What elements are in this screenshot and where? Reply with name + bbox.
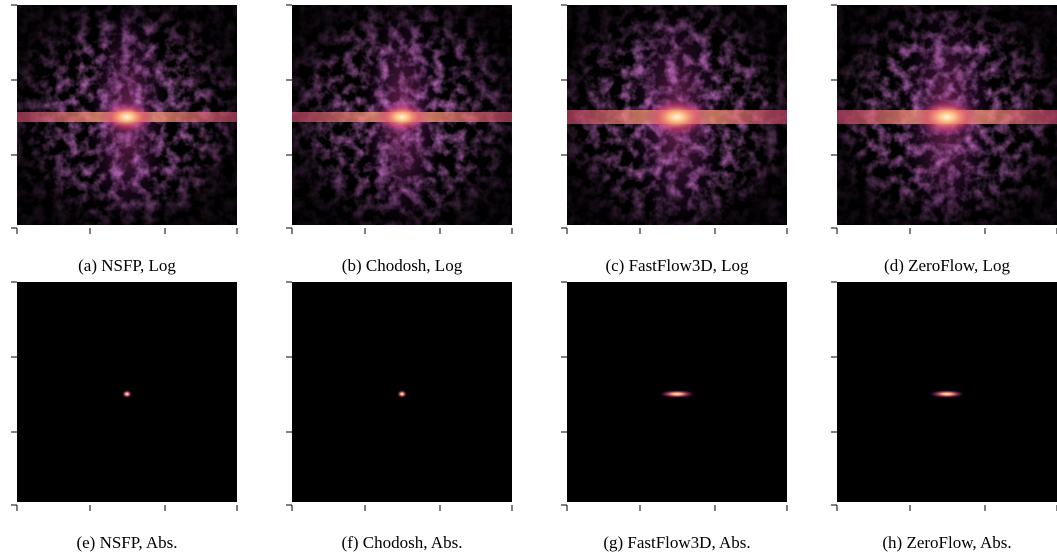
heatmap — [837, 282, 1057, 502]
core — [659, 390, 695, 398]
caption: (d) ZeroFlow, Log — [884, 256, 1010, 275]
panel: (a) NSFP, Log — [11, 4, 238, 275]
core — [374, 101, 430, 133]
panel: (d) ZeroFlow, Log — [831, 4, 1057, 275]
heatmap — [17, 282, 237, 502]
core — [397, 390, 407, 398]
caption: (e) NSFP, Abs. — [76, 533, 177, 552]
core — [913, 97, 981, 137]
panel: (b) Chodosh, Log — [286, 4, 513, 275]
panel: (g) FastFlow3D, Abs. — [561, 281, 788, 552]
core — [929, 390, 965, 398]
core — [122, 390, 132, 398]
caption: (c) FastFlow3D, Log — [605, 256, 749, 275]
caption: (g) FastFlow3D, Abs. — [603, 533, 750, 552]
panel: (f) Chodosh, Abs. — [286, 281, 513, 552]
caption: (f) Chodosh, Abs. — [342, 533, 463, 552]
heatmap — [292, 282, 512, 502]
heatmap — [837, 5, 1057, 227]
panel: (c) FastFlow3D, Log — [561, 4, 788, 275]
caption: (a) NSFP, Log — [78, 256, 176, 275]
panel: (e) NSFP, Abs. — [11, 281, 238, 552]
caption: (b) Chodosh, Log — [342, 256, 463, 275]
heatmap — [567, 282, 787, 502]
heatmap — [292, 5, 512, 227]
caption: (h) ZeroFlow, Abs. — [882, 533, 1011, 552]
panel: (h) ZeroFlow, Abs. — [831, 281, 1057, 552]
heatmap — [17, 5, 237, 227]
core — [99, 101, 155, 133]
heatmap — [567, 5, 787, 227]
core — [643, 97, 711, 137]
